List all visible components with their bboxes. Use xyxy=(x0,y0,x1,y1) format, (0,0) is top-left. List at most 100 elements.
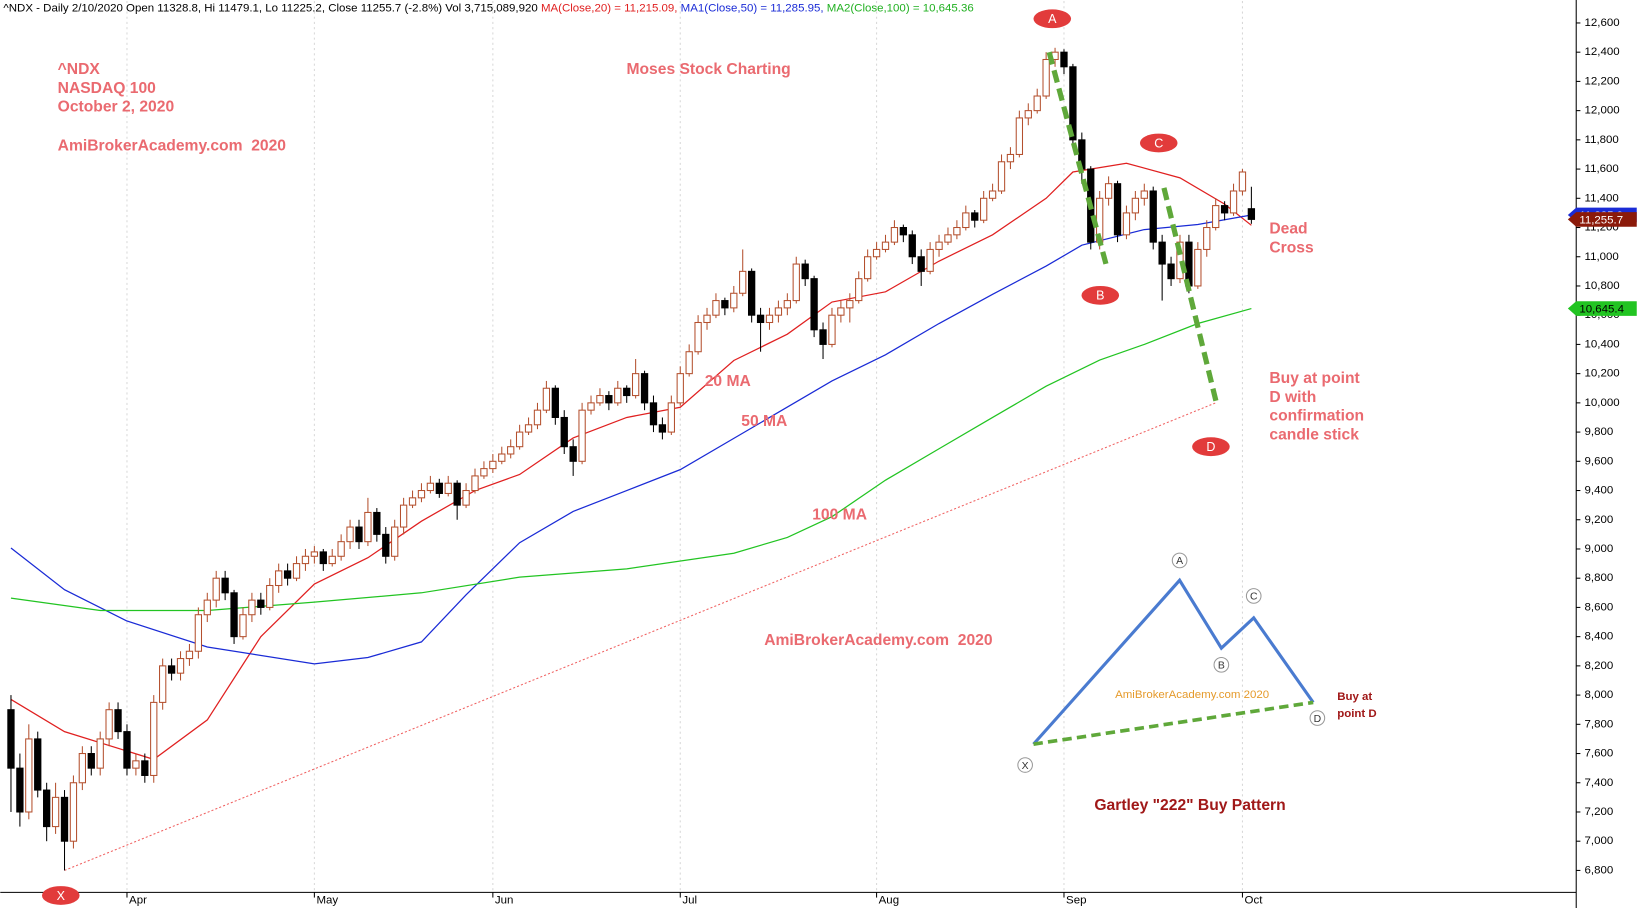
candle-body xyxy=(426,482,435,492)
candle-body xyxy=(524,424,533,433)
x-tick-label: Sep xyxy=(1066,895,1086,907)
candle-body xyxy=(507,446,515,455)
y-tick-label: 9,400 xyxy=(1585,485,1614,497)
y-tick-label: 7,600 xyxy=(1585,748,1614,760)
candle-body xyxy=(721,300,729,309)
candle-body xyxy=(1194,248,1202,287)
candle-body xyxy=(141,760,149,776)
inset-watermark: AmiBrokerAcademy.com 2020 xyxy=(1115,689,1269,701)
point-marker xyxy=(1081,285,1120,305)
candle-body xyxy=(408,497,417,506)
candle-body xyxy=(69,782,78,842)
price-tag xyxy=(1567,301,1637,316)
candle-body xyxy=(391,526,399,557)
inset-label: B xyxy=(1218,661,1225,672)
price-tag xyxy=(1567,212,1637,227)
y-tick-label: 7,000 xyxy=(1585,835,1614,847)
candle-body xyxy=(783,300,791,309)
x-tick-label: May xyxy=(316,895,338,907)
header-part: MA1(Close,50) = 11,285.95, xyxy=(681,2,827,14)
candle-body xyxy=(7,709,15,769)
header-part: ^NDX - Daily 2/10/2020 Open 11328.8, Hi … xyxy=(3,2,541,14)
y-tick-label: 8,200 xyxy=(1585,660,1614,672)
y-tick-label: 10,200 xyxy=(1585,368,1620,380)
candle-body xyxy=(730,292,738,309)
y-tick-label: 9,600 xyxy=(1585,455,1614,467)
candle-body xyxy=(988,190,997,199)
candle-body xyxy=(34,738,42,791)
candle-body xyxy=(1158,241,1166,265)
pattern-inset: X A B C D AmiBrokerAcademy.com 2020 Buy … xyxy=(1017,552,1377,814)
candle-body xyxy=(337,541,345,557)
inset-label: X xyxy=(1022,761,1029,772)
annotation: October 2, 2020 xyxy=(58,99,175,116)
trend-line xyxy=(64,402,1216,871)
y-tick-label: 12,400 xyxy=(1585,46,1620,58)
candle-body xyxy=(221,577,229,594)
annotation: Moses Stock Charting xyxy=(626,61,790,78)
x-tick-label: Jun xyxy=(495,895,514,907)
candle-body xyxy=(96,738,104,769)
candle-body xyxy=(248,599,256,616)
candle-body xyxy=(1113,183,1122,236)
inset-title: Gartley "222" Buy Pattern xyxy=(1094,797,1285,814)
candle-body xyxy=(694,321,702,353)
candle-body xyxy=(25,738,33,813)
point-marker xyxy=(1192,437,1230,457)
y-tick-label: 7,200 xyxy=(1585,806,1614,818)
candle-body xyxy=(257,599,265,608)
candle-body xyxy=(310,551,319,557)
candle-body xyxy=(435,482,443,494)
candle-body xyxy=(114,709,122,733)
candle-body xyxy=(685,351,693,375)
candle-body xyxy=(631,373,640,397)
candle-body xyxy=(614,387,622,404)
candle-body xyxy=(855,278,863,302)
candle-body xyxy=(373,511,381,535)
candle-body xyxy=(132,760,140,769)
y-tick-label: 10,800 xyxy=(1585,280,1620,292)
y-tick-label: 11,600 xyxy=(1585,163,1619,175)
candle-body xyxy=(1042,58,1050,97)
candle-body xyxy=(980,197,988,221)
candle-body xyxy=(1104,183,1113,199)
candle-body xyxy=(462,490,470,506)
candle-body xyxy=(908,234,916,258)
price-tag-label: 11,255.7 xyxy=(1579,214,1623,226)
x-tick-label: Aug xyxy=(879,895,899,907)
candle-body xyxy=(1149,190,1157,243)
y-tick-label: 12,000 xyxy=(1585,105,1620,117)
candle-body xyxy=(1167,263,1175,280)
y-tick-label: 11,400 xyxy=(1585,192,1619,204)
candle-body xyxy=(78,753,87,784)
y-tick-label: 8,800 xyxy=(1585,572,1614,584)
candle-body xyxy=(212,577,220,601)
candle-body xyxy=(185,650,194,660)
candle-body xyxy=(1006,153,1015,163)
y-tick-label: 7,800 xyxy=(1585,718,1614,730)
pattern-base xyxy=(1033,700,1314,746)
x-tick-label: Oct xyxy=(1245,895,1264,907)
candle-body xyxy=(292,563,301,579)
annotation: confirmation xyxy=(1269,408,1364,425)
candle-body xyxy=(176,658,185,674)
candle-body xyxy=(159,665,167,703)
point-label: B xyxy=(1096,289,1104,303)
header-part: MA(Close,20) = 11,215.09, xyxy=(541,2,681,14)
annotation: AmiBrokerAcademy.com 2020 xyxy=(58,137,287,154)
candle-body xyxy=(266,584,274,608)
candle-body xyxy=(150,701,158,776)
candle-body xyxy=(275,570,283,587)
candle-body xyxy=(283,570,292,579)
candle-body xyxy=(828,314,836,345)
candle-body xyxy=(774,307,783,316)
ma-line xyxy=(10,162,1252,761)
candle-body xyxy=(43,789,51,828)
candle-body xyxy=(747,270,756,316)
candle-body xyxy=(962,212,970,229)
candle-body xyxy=(864,256,872,280)
candle-body xyxy=(739,270,747,294)
candle-body xyxy=(498,453,506,462)
candle-body xyxy=(542,387,551,411)
candle-body xyxy=(596,395,604,404)
